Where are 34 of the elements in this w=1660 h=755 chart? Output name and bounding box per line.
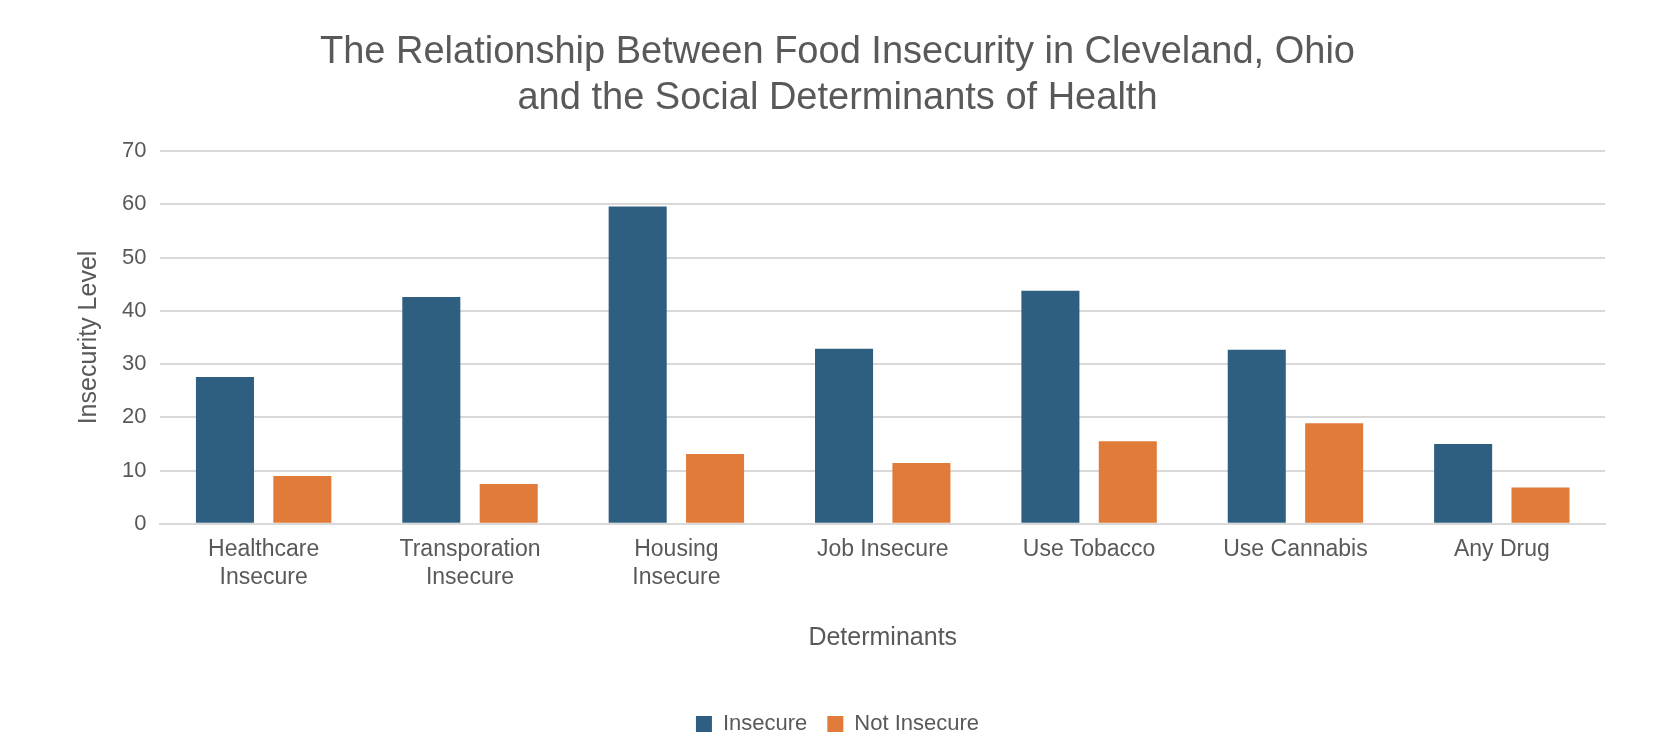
- bar: [479, 483, 538, 523]
- x-tick-label: Use Tobacco: [1022, 534, 1156, 561]
- bar: [402, 297, 461, 523]
- x-tick-label: Healthcare Insecure: [208, 534, 320, 589]
- bar: [892, 463, 951, 523]
- y-tick-label: 10: [121, 456, 147, 482]
- bar: [1227, 349, 1286, 523]
- y-tick-label: 0: [134, 509, 147, 535]
- y-tick-label: 60: [121, 190, 147, 216]
- bar: [195, 376, 254, 523]
- y-tick-label: 30: [121, 350, 147, 376]
- bar: [1305, 423, 1364, 523]
- x-axis-title: Determinants: [808, 621, 958, 650]
- y-tick-label: 20: [121, 403, 147, 429]
- bar: [608, 206, 667, 523]
- x-tick-label: Use Cannabis: [1223, 534, 1368, 561]
- bar: [1021, 290, 1080, 523]
- y-tick-label: 40: [121, 296, 147, 322]
- chart-title: The Relationship Between Food Insecurity in Cleveland, Ohio and the Social Determinants of Health: [319, 29, 1356, 117]
- bar: [1511, 487, 1570, 523]
- x-tick-label: Housing Insecure: [632, 534, 721, 589]
- x-tick-label: Any Drug: [1453, 534, 1550, 561]
- bar: [815, 348, 874, 523]
- bar: [686, 454, 745, 523]
- x-tick-label: Transporation Insecure: [399, 534, 541, 589]
- legend-label: Not Insecure: [854, 710, 980, 736]
- y-tick-label: 70: [121, 137, 147, 163]
- y-axis-title: Insecurity Level: [72, 250, 101, 425]
- bar: [1434, 443, 1493, 523]
- bar: [1098, 441, 1157, 523]
- legend-label: Insecure: [722, 710, 808, 736]
- x-tick-label: Job Insecure: [816, 534, 949, 561]
- y-tick-label: 50: [121, 243, 147, 269]
- bar: [273, 475, 332, 523]
